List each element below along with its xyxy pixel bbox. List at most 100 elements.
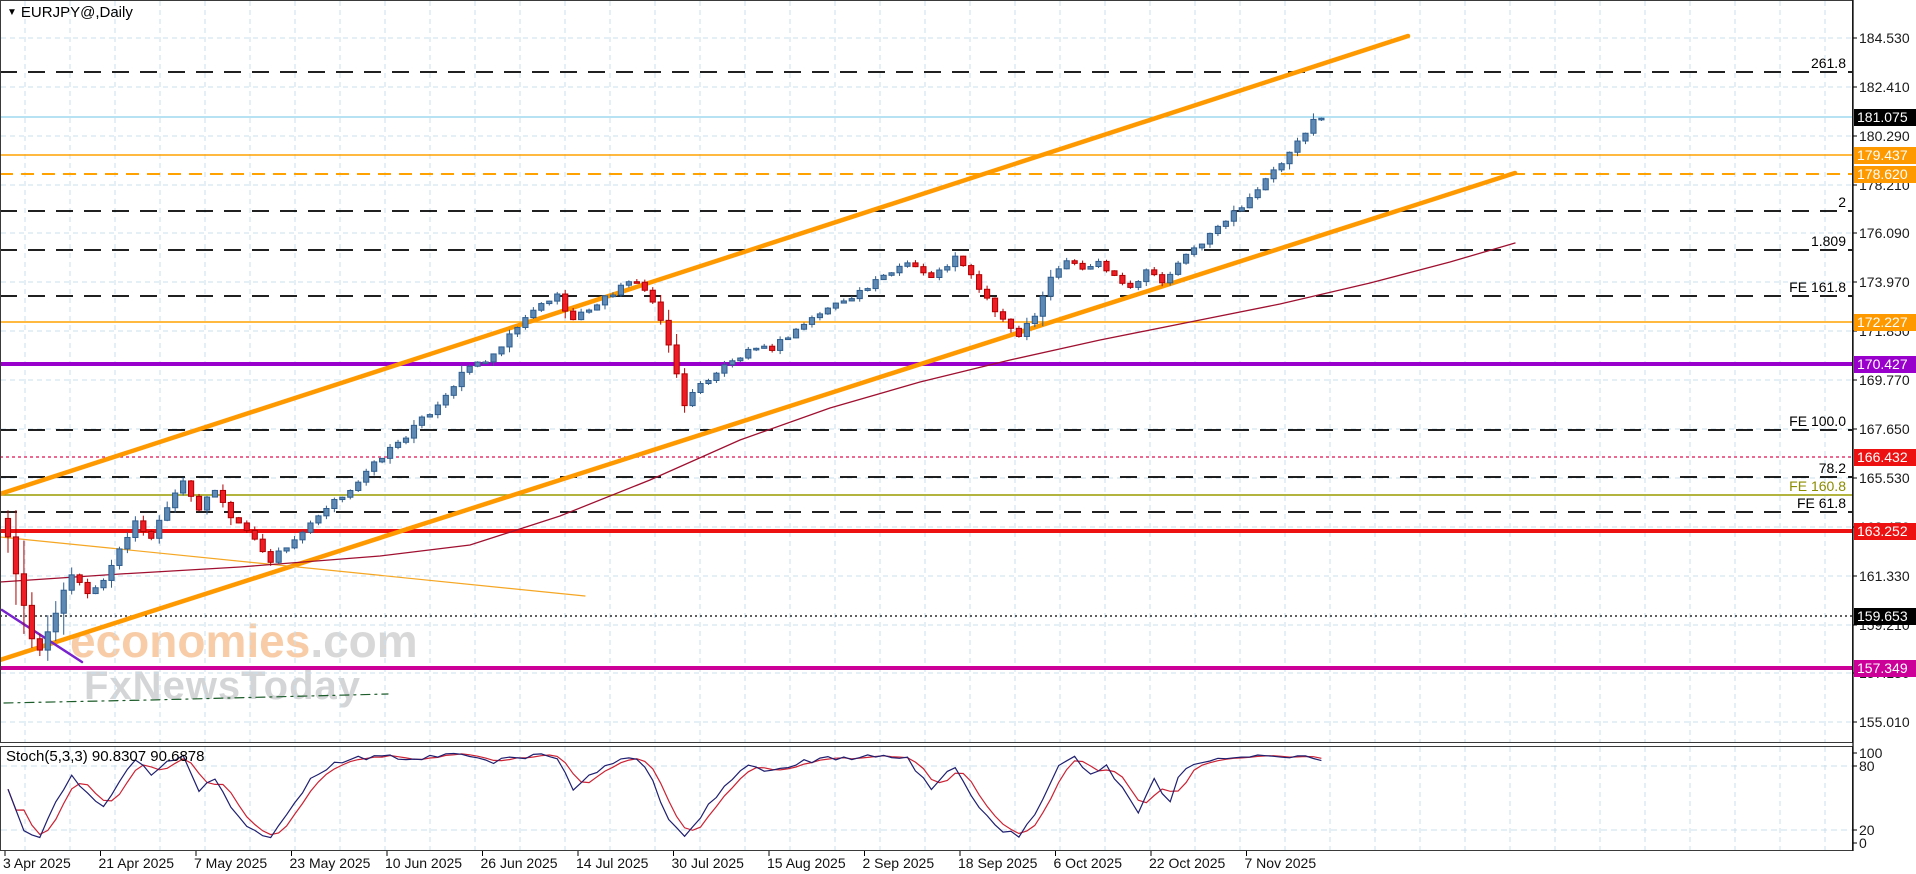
candle-body xyxy=(140,520,147,533)
candle-body xyxy=(20,573,28,606)
candle-body xyxy=(1111,270,1118,276)
candle-body xyxy=(60,589,67,614)
candle-body xyxy=(299,531,306,541)
candle-body xyxy=(132,520,139,538)
candle-body xyxy=(872,279,879,290)
candle-body xyxy=(673,344,680,375)
candle-body xyxy=(968,265,975,276)
candle-body xyxy=(991,297,999,313)
candle-body xyxy=(1135,281,1142,288)
candles xyxy=(4,113,1325,661)
candle-body xyxy=(769,345,776,351)
candle-body xyxy=(1159,274,1166,284)
stoch-panel-border xyxy=(0,746,1853,851)
candle-body xyxy=(1230,210,1237,222)
candle-body xyxy=(474,361,481,367)
candle-body xyxy=(880,274,887,281)
candle-body xyxy=(888,272,895,276)
candle-body xyxy=(681,373,688,407)
stoch-main-line xyxy=(7,752,1322,839)
candle-body xyxy=(546,300,553,305)
green-dashdot-line xyxy=(3,693,389,704)
symbol-title[interactable]: ▼ EURJPY@,Daily xyxy=(7,4,133,21)
candle-body xyxy=(259,538,266,553)
candle-body xyxy=(243,522,250,531)
candle-body xyxy=(434,404,441,416)
candle-body xyxy=(705,379,712,385)
candle-body xyxy=(641,281,648,291)
candle-body xyxy=(1167,273,1174,284)
candle-body xyxy=(402,437,410,443)
candle-body xyxy=(347,490,354,498)
candle-body xyxy=(1286,151,1293,165)
candle-body xyxy=(1182,253,1190,264)
candle-body xyxy=(156,519,163,539)
candle-body xyxy=(625,281,632,286)
candle-body xyxy=(538,303,545,311)
candle-body xyxy=(76,574,83,583)
candle-body xyxy=(832,302,839,309)
dropdown-icon[interactable]: ▼ xyxy=(7,7,17,18)
candle-body xyxy=(410,424,418,439)
candle-body xyxy=(1175,262,1182,275)
candle-body xyxy=(498,346,505,355)
lower-channel-trendline xyxy=(0,170,1518,663)
candle-body xyxy=(896,265,903,274)
candle-body xyxy=(1206,233,1214,245)
candle-body xyxy=(1127,282,1134,288)
upper-channel-trendline xyxy=(0,33,1411,497)
candle-body xyxy=(721,364,728,374)
candle-body xyxy=(1063,260,1070,270)
purple-trend-segment xyxy=(0,608,84,664)
candle-body xyxy=(203,496,211,511)
candle-body xyxy=(251,529,258,540)
candle-body xyxy=(187,480,195,497)
candle-body xyxy=(211,489,219,498)
level-lines xyxy=(0,71,1853,670)
candle-body xyxy=(1023,323,1030,337)
candle-body xyxy=(466,365,473,373)
maroon-moving-average xyxy=(0,242,1516,583)
candle-body xyxy=(227,501,234,519)
candle-body xyxy=(323,508,330,517)
candle-body xyxy=(570,310,577,321)
candle-body xyxy=(12,536,20,575)
candle-body xyxy=(1119,274,1126,284)
candle-body xyxy=(331,499,338,510)
trendlines xyxy=(0,33,1518,704)
candle-body xyxy=(84,581,91,595)
stoch-indicator-label: Stoch(5,3,3) 90.8307 90.6878 xyxy=(6,748,205,765)
watermark-brand-gray: .com xyxy=(310,615,418,667)
candle-body xyxy=(920,266,927,274)
candle-body xyxy=(585,309,593,313)
candle-body xyxy=(1079,262,1086,270)
candle-body xyxy=(864,288,871,291)
candle-body xyxy=(1294,140,1301,153)
candle-body xyxy=(745,348,752,359)
candle-body xyxy=(108,564,115,581)
candle-body xyxy=(633,281,640,284)
candle-body xyxy=(689,391,696,407)
candle-body xyxy=(180,480,187,494)
candle-body xyxy=(665,319,672,346)
candle-body xyxy=(1031,315,1038,325)
candle-body xyxy=(983,288,991,299)
candle-body xyxy=(1238,207,1245,212)
candle-body xyxy=(514,326,521,335)
candle-body xyxy=(1270,169,1277,180)
candle-body xyxy=(379,457,386,463)
candle-body xyxy=(530,309,537,319)
candle-body xyxy=(1262,178,1269,191)
candle-body xyxy=(458,371,465,388)
candle-body xyxy=(386,446,394,459)
candle-body xyxy=(609,294,617,298)
candle-body xyxy=(761,345,768,349)
candle-body xyxy=(1143,269,1150,283)
candle-body xyxy=(1190,247,1198,255)
candle-body xyxy=(1278,163,1285,171)
candle-body xyxy=(578,311,585,321)
stoch-signal-line xyxy=(7,753,1322,836)
candle-body xyxy=(28,604,35,640)
